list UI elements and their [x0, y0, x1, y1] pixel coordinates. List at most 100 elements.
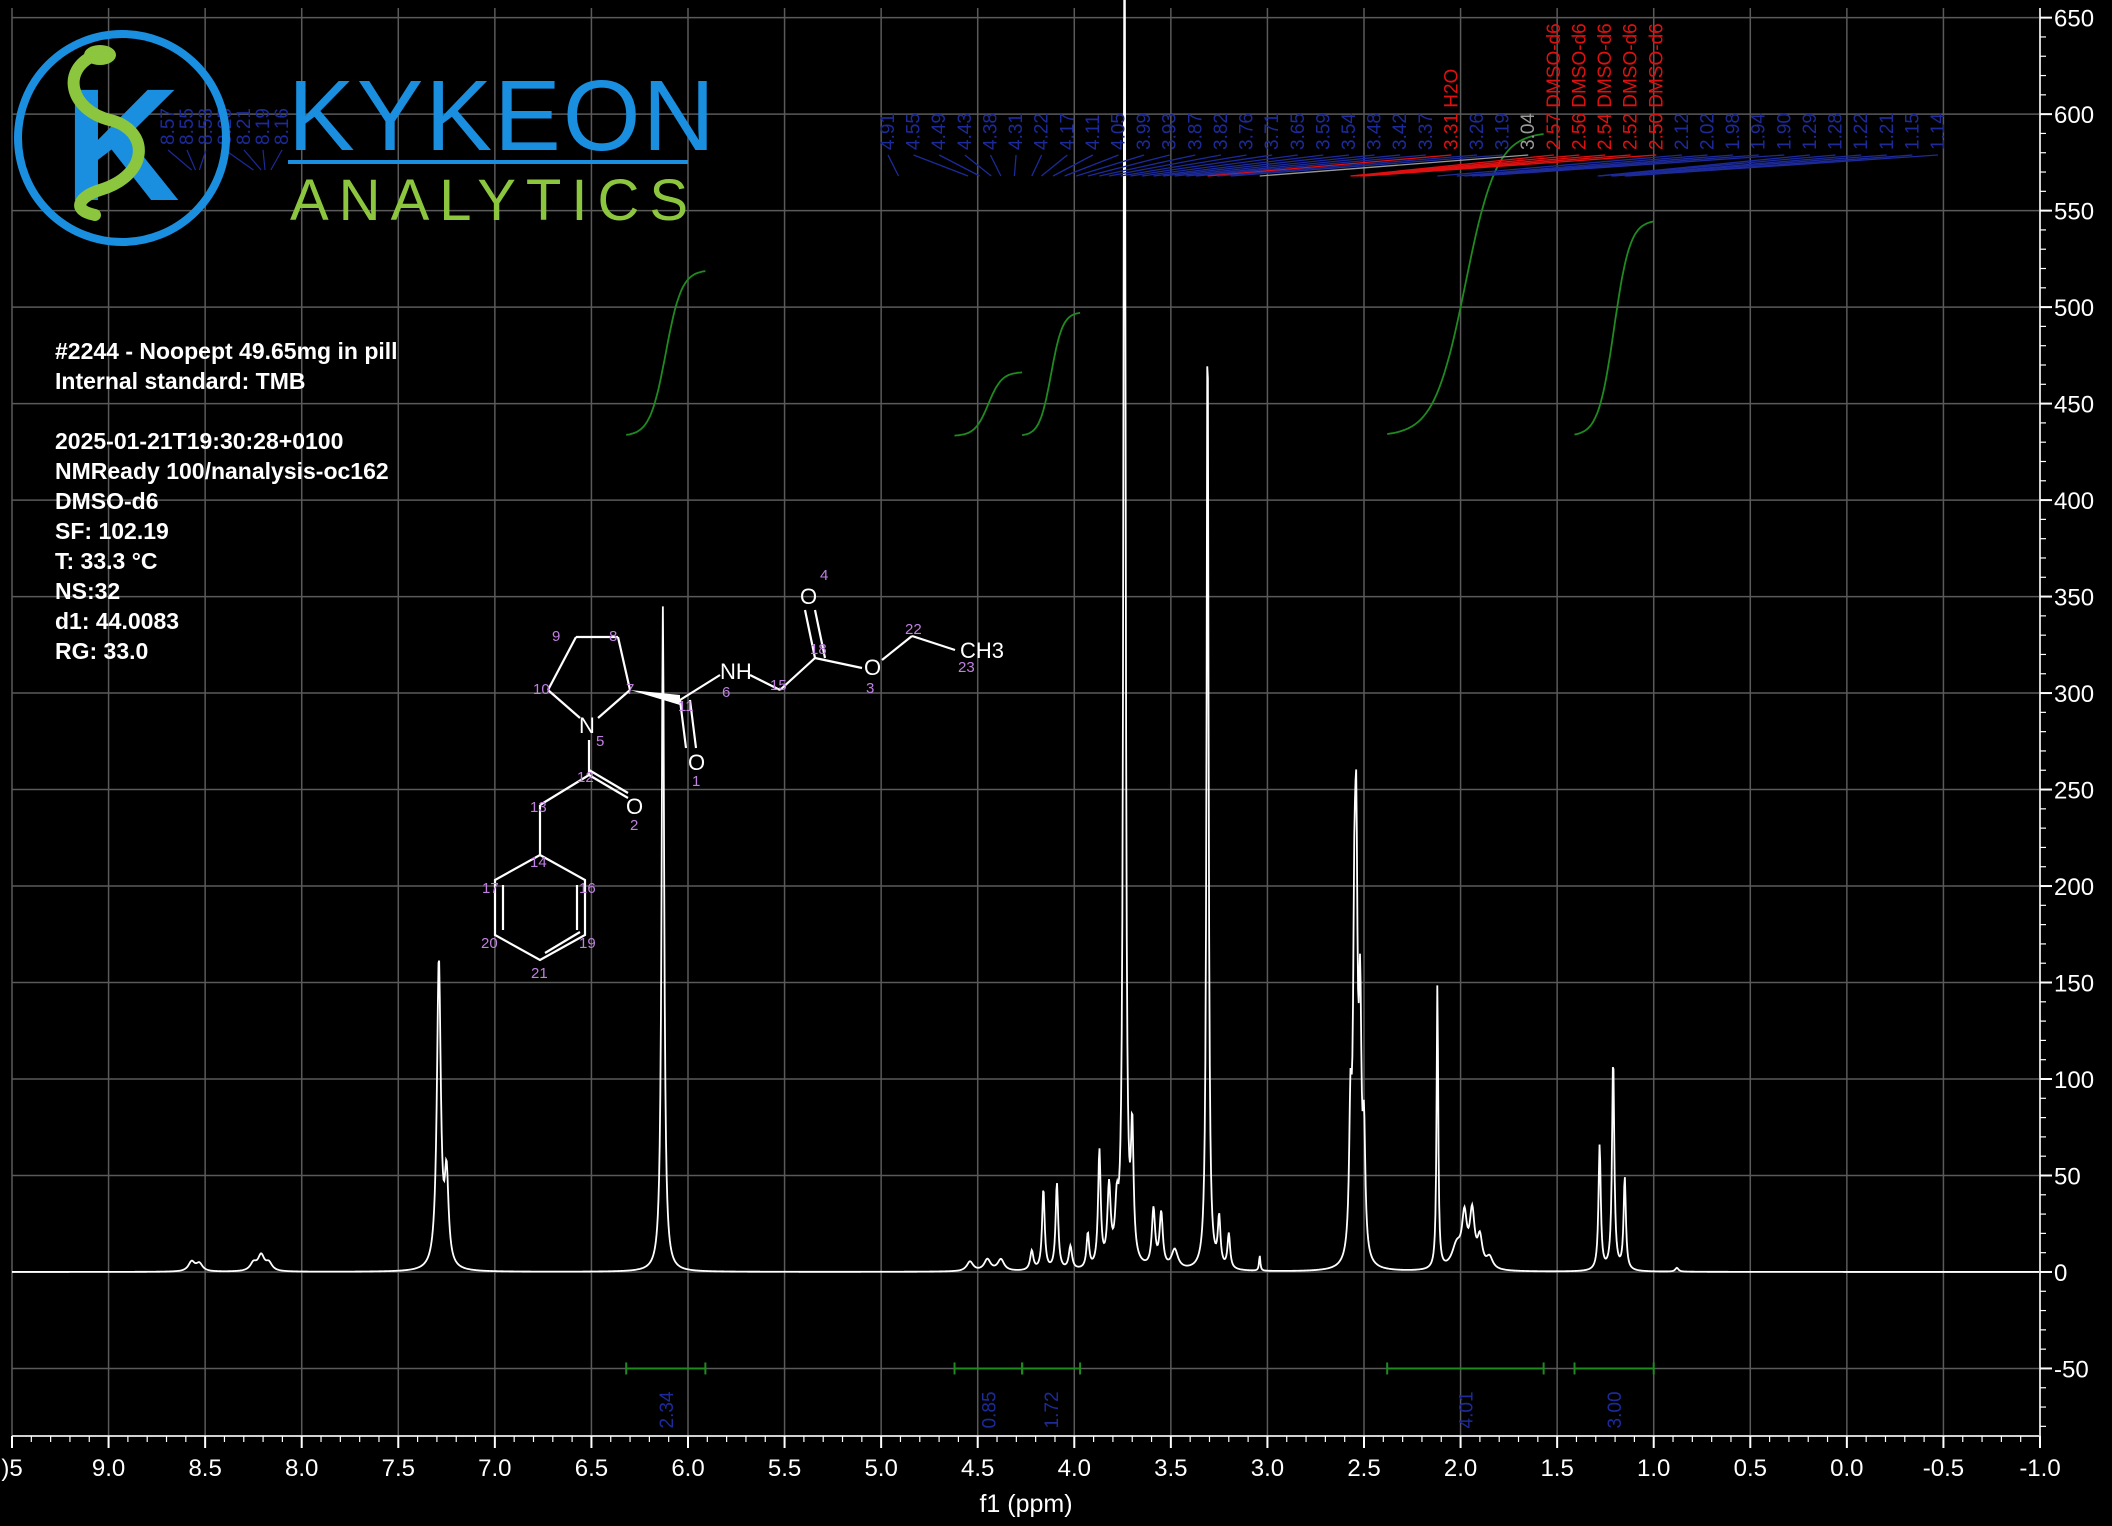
- x-tick-label: 1.5: [1540, 1455, 1573, 1482]
- integral-value: 4.01: [1456, 1391, 1477, 1428]
- peak-label-leader: [224, 149, 254, 171]
- num-2: 2: [630, 817, 638, 834]
- y-tick-label: 600: [2054, 102, 2094, 129]
- y-tick-label: 500: [2054, 295, 2094, 322]
- integral-curve: [954, 371, 1023, 437]
- x-tick-label: 8.5: [188, 1455, 221, 1482]
- peak-label-leader: [938, 154, 980, 177]
- molecule-structure: [493, 609, 956, 962]
- integral-curve: [1574, 220, 1654, 436]
- atom-nh: NH: [720, 659, 752, 684]
- integral-curve: [626, 270, 706, 436]
- peak-label-leader: [1437, 154, 1682, 177]
- integral-value: 2.34: [657, 1391, 678, 1428]
- num-8: 8: [609, 628, 617, 645]
- peak-label: 1.90: [1774, 113, 1795, 150]
- x-tick-label: 6.0: [671, 1455, 704, 1482]
- x-tick-label: 5.5: [768, 1455, 801, 1482]
- num-16: 16: [579, 880, 596, 897]
- x-tick-label: 4.5: [961, 1455, 994, 1482]
- peak-label-leader: [243, 149, 262, 171]
- num-13: 13: [530, 799, 547, 816]
- peak-label: 4.49: [929, 113, 950, 150]
- peak-labels: 4.91 4.55 4.49 4.43 4.38 4.31 4.22 4.17 4.11 4.05…: [158, 23, 1949, 177]
- peak-label: 8.21: [234, 108, 255, 145]
- integral-curves: [626, 133, 1654, 437]
- num-21: 21: [531, 965, 548, 982]
- x-tick-label: 2.0: [1444, 1455, 1477, 1482]
- kykeon-logo: K KYKEON ANALYTICS: [14, 30, 715, 246]
- integral-value: 3.00: [1605, 1391, 1626, 1428]
- num-7: 7: [626, 681, 634, 698]
- peak-label: 3.54: [1339, 113, 1360, 150]
- x-tick-label: 1.0: [1637, 1455, 1670, 1482]
- peak-label-leader: [1031, 154, 1043, 177]
- y-tick-label: 100: [2054, 1067, 2094, 1094]
- peak-label: 8.53: [196, 108, 217, 145]
- snake-head-icon: [84, 45, 116, 65]
- peak-label: 1.14: [1928, 113, 1949, 150]
- x-tick-label: 4.0: [1058, 1455, 1091, 1482]
- atom-o3: O: [864, 655, 881, 680]
- x-tick-label: 5.0: [864, 1455, 897, 1482]
- peak-label: 2.02: [1698, 113, 1719, 150]
- peak-label: 3.04: [1518, 113, 1539, 150]
- peak-label-leader: [1626, 154, 1939, 177]
- atom-ch3: CH3: [960, 638, 1004, 663]
- logo-ring: [14, 30, 230, 246]
- atom-o1: O: [688, 750, 705, 775]
- x-tick-label: 8.0: [285, 1455, 318, 1482]
- num-19: 19: [579, 935, 596, 952]
- y-tick-label: 450: [2054, 392, 2094, 419]
- peak-label: 4.22: [1032, 113, 1053, 150]
- num-12: 12: [577, 769, 594, 786]
- peak-label-leader: [270, 149, 283, 171]
- peak-label: 1.29: [1800, 113, 1821, 150]
- peak-label-leader: [1099, 154, 1196, 177]
- relaxation-delay: d1: 44.0083: [55, 608, 180, 634]
- peak-label-leader: [1472, 154, 1759, 177]
- peak-label-leader: [1120, 154, 1247, 177]
- peak-label: 3.42: [1390, 113, 1411, 150]
- integral-value: 0.85: [979, 1391, 1000, 1428]
- peak-label-leader: [1259, 154, 1529, 177]
- peak-label: 4.31: [1006, 113, 1027, 150]
- receiver-gain: RG: 33.0: [55, 638, 149, 664]
- peak-label-leader: [1076, 154, 1145, 177]
- num-15: 15: [770, 677, 787, 694]
- sample-info: #2244 - Noopept 49.65mg in pill Internal…: [55, 336, 398, 666]
- peak-label: 2.52 DMSO-d6: [1621, 23, 1642, 150]
- y-tick-label: 200: [2054, 874, 2094, 901]
- x-tick-label: 7.0: [478, 1455, 511, 1482]
- peak-label: 4.38: [980, 113, 1001, 150]
- molecule-labels: O NH O CH3 N O O: [579, 584, 1004, 819]
- x-tick-label: 7.5: [382, 1455, 415, 1482]
- peak-label-leader: [1599, 154, 1836, 177]
- x-axis-label: f1 (ppm): [979, 1490, 1072, 1518]
- x-tick-label: 3.5: [1154, 1455, 1187, 1482]
- peak-label: 4.17: [1057, 113, 1078, 150]
- num-17: 17: [482, 880, 499, 897]
- peak-label: 1.22: [1851, 113, 1872, 150]
- y-tick-label: 550: [2054, 199, 2094, 226]
- peak-label: 4.11: [1083, 114, 1104, 150]
- y-tick-label: -50: [2054, 1356, 2089, 1383]
- peak-label-leader: [262, 149, 266, 171]
- peak-label: 4.43: [955, 113, 976, 150]
- num-4: 4: [820, 567, 828, 584]
- y-tick-label: 0: [2054, 1260, 2067, 1287]
- x-tick-label: 6.5: [575, 1455, 608, 1482]
- internal-standard: Internal standard: TMB: [55, 368, 306, 394]
- x-tick-label: 0.0: [1830, 1455, 1863, 1482]
- peak-label-leader: [964, 154, 992, 177]
- peak-label-leader: [989, 154, 1002, 177]
- peak-label-leader: [1064, 154, 1119, 177]
- peak-label: 8.16: [272, 108, 293, 145]
- num-18: 18: [810, 641, 827, 658]
- logo-word-analytics: ANALYTICS: [290, 168, 698, 233]
- x-tick-label: -0.5: [1923, 1455, 1964, 1482]
- sample-title: #2244 - Noopept 49.65mg in pill: [55, 338, 398, 364]
- y-tick-label: 350: [2054, 585, 2094, 612]
- peak-label-leader: [1464, 154, 1734, 177]
- num-10: 10: [533, 681, 550, 698]
